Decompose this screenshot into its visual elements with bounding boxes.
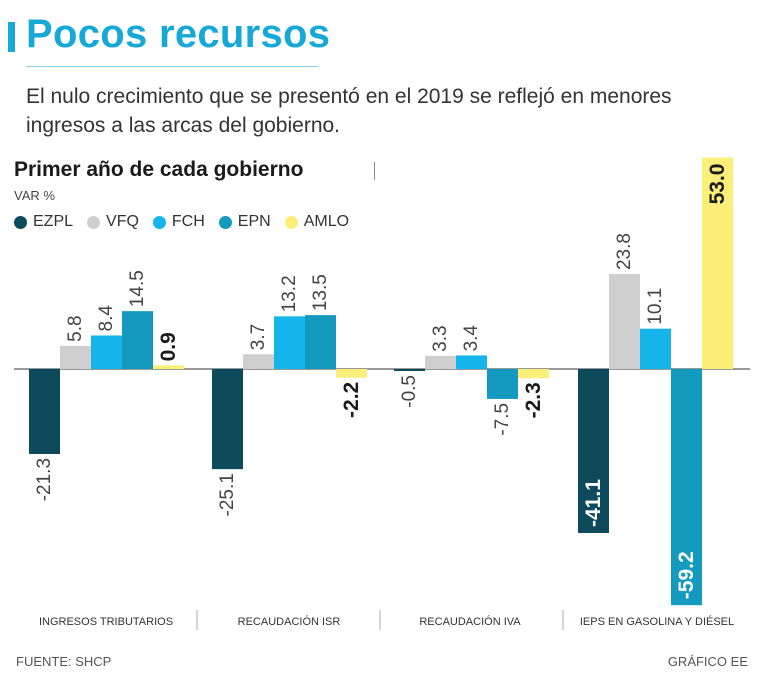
page-title: Pocos recursos bbox=[26, 12, 331, 56]
bar-vfq-1 bbox=[60, 345, 91, 369]
bar-vfq-3 bbox=[425, 355, 456, 369]
data-label-vfq-1: 5.8 bbox=[65, 315, 86, 341]
bar-epn-2 bbox=[305, 315, 336, 369]
data-label-vfq-4: 23.8 bbox=[614, 233, 635, 270]
data-label-epn-1: 14.5 bbox=[127, 270, 148, 307]
legend-item-epn: EPN bbox=[218, 213, 271, 231]
bar-fch-3 bbox=[456, 355, 487, 369]
chart-title: Primer año de cada gobierno bbox=[14, 158, 304, 181]
legend-label-vfq: VFQ bbox=[106, 213, 139, 230]
legend-swatch-amlo bbox=[284, 215, 298, 229]
legend-swatch-epn bbox=[218, 215, 232, 229]
data-label-ezpl-1: -21.3 bbox=[34, 458, 55, 501]
bar-amlo-4 bbox=[702, 157, 733, 369]
y-axis-label: VAR % bbox=[14, 188, 55, 203]
data-label-amlo-2: -2.2 bbox=[340, 382, 363, 418]
category-label-3: RECAUDACIÓN IVA bbox=[419, 615, 521, 628]
source-note: FUENTE: SHCP bbox=[16, 654, 112, 669]
legend-swatch-ezpl bbox=[14, 215, 27, 229]
bar-ezpl-3 bbox=[394, 369, 425, 371]
bar-vfq-4 bbox=[609, 274, 640, 369]
data-label-fch-3: 3.4 bbox=[461, 325, 482, 352]
data-label-fch-1: 8.4 bbox=[96, 305, 117, 332]
legend-item-fch: FCH bbox=[152, 213, 205, 231]
legend-label-amlo: AMLO bbox=[303, 213, 350, 230]
data-label-vfq-2: 3.7 bbox=[248, 324, 269, 350]
bar-epn-3 bbox=[487, 369, 518, 399]
legend: EZPL VFQ FCH EPN AMLO bbox=[14, 213, 363, 231]
bar-fch-2 bbox=[274, 316, 305, 369]
data-label-ezpl-2: -25.1 bbox=[217, 473, 238, 516]
bar-fch-4 bbox=[640, 328, 671, 369]
legend-item-vfq: VFQ bbox=[87, 213, 139, 231]
data-label-vfq-3: 3.3 bbox=[430, 325, 451, 351]
bar-epn-4 bbox=[671, 369, 702, 606]
legend-label-fch: FCH bbox=[171, 213, 205, 230]
data-label-amlo-1: 0.9 bbox=[157, 332, 180, 361]
data-label-ezpl-3: -0.5 bbox=[399, 375, 420, 408]
legend-label-ezpl: EZPL bbox=[33, 213, 74, 230]
data-label-epn-3: -7.5 bbox=[492, 403, 513, 436]
data-label-amlo-3: -2.3 bbox=[522, 382, 545, 418]
data-label-epn-2: 13.5 bbox=[310, 274, 331, 311]
bar-amlo-2 bbox=[336, 369, 367, 378]
category-label-2: RECAUDACIÓN ISR bbox=[238, 615, 341, 628]
bar-fch-1 bbox=[91, 335, 122, 369]
data-label-fch-2: 13.2 bbox=[279, 275, 300, 312]
legend-swatch-vfq bbox=[87, 215, 101, 229]
graphic-credit: GRÁFICO EE bbox=[667, 654, 748, 669]
title-rule bbox=[26, 66, 318, 67]
data-label-amlo-4: 53.0 bbox=[706, 164, 729, 205]
legend-item-ezpl: EZPL bbox=[14, 213, 73, 231]
legend-swatch-fch bbox=[152, 215, 166, 229]
data-label-fch-4: 10.1 bbox=[645, 288, 666, 325]
legend-label-epn: EPN bbox=[237, 213, 271, 230]
bar-vfq-2 bbox=[243, 354, 274, 369]
title-accent-bar bbox=[8, 22, 15, 52]
data-label-ezpl-4: -41.1 bbox=[582, 479, 605, 527]
bar-amlo-3 bbox=[518, 369, 549, 379]
data-label-epn-4: -59.2 bbox=[675, 551, 698, 599]
bar-ezpl-2 bbox=[212, 369, 243, 470]
subtitle: El nulo crecimiento que se presentó en e… bbox=[26, 85, 672, 137]
category-label-4: IEPS EN GASOLINA Y DIÉSEL bbox=[580, 615, 734, 628]
category-label-1: INGRESOS TRIBUTARIOS bbox=[39, 616, 173, 628]
chart-title-divider bbox=[374, 162, 375, 180]
bar-ezpl-1 bbox=[29, 369, 60, 454]
bar-epn-1 bbox=[122, 311, 153, 369]
bar-ezpl-4 bbox=[578, 369, 609, 533]
bar-amlo-1 bbox=[153, 365, 184, 369]
legend-item-amlo: AMLO bbox=[284, 213, 350, 231]
